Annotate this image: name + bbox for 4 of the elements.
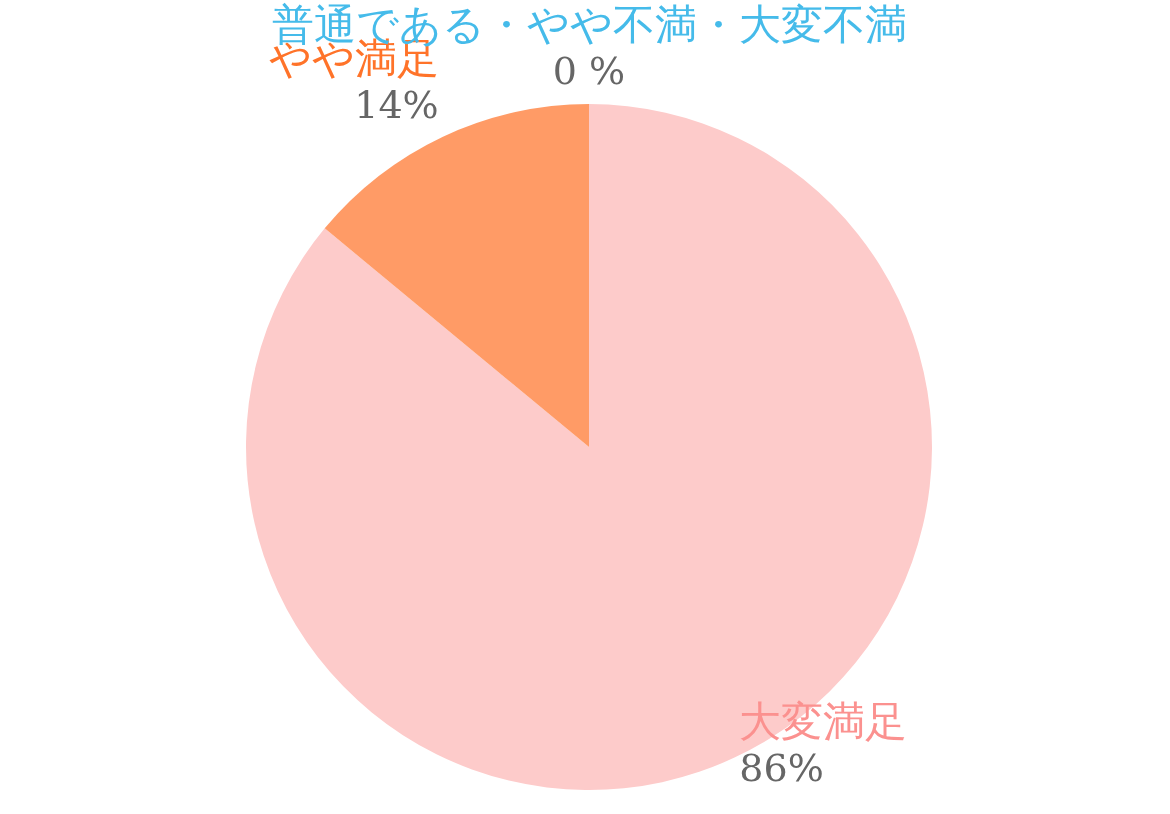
text: 0 % xyxy=(552,49,626,93)
data-label: 86% xyxy=(739,746,824,791)
slice-label: 大変満足 xyxy=(739,697,908,747)
data-label: 14% xyxy=(354,82,439,127)
